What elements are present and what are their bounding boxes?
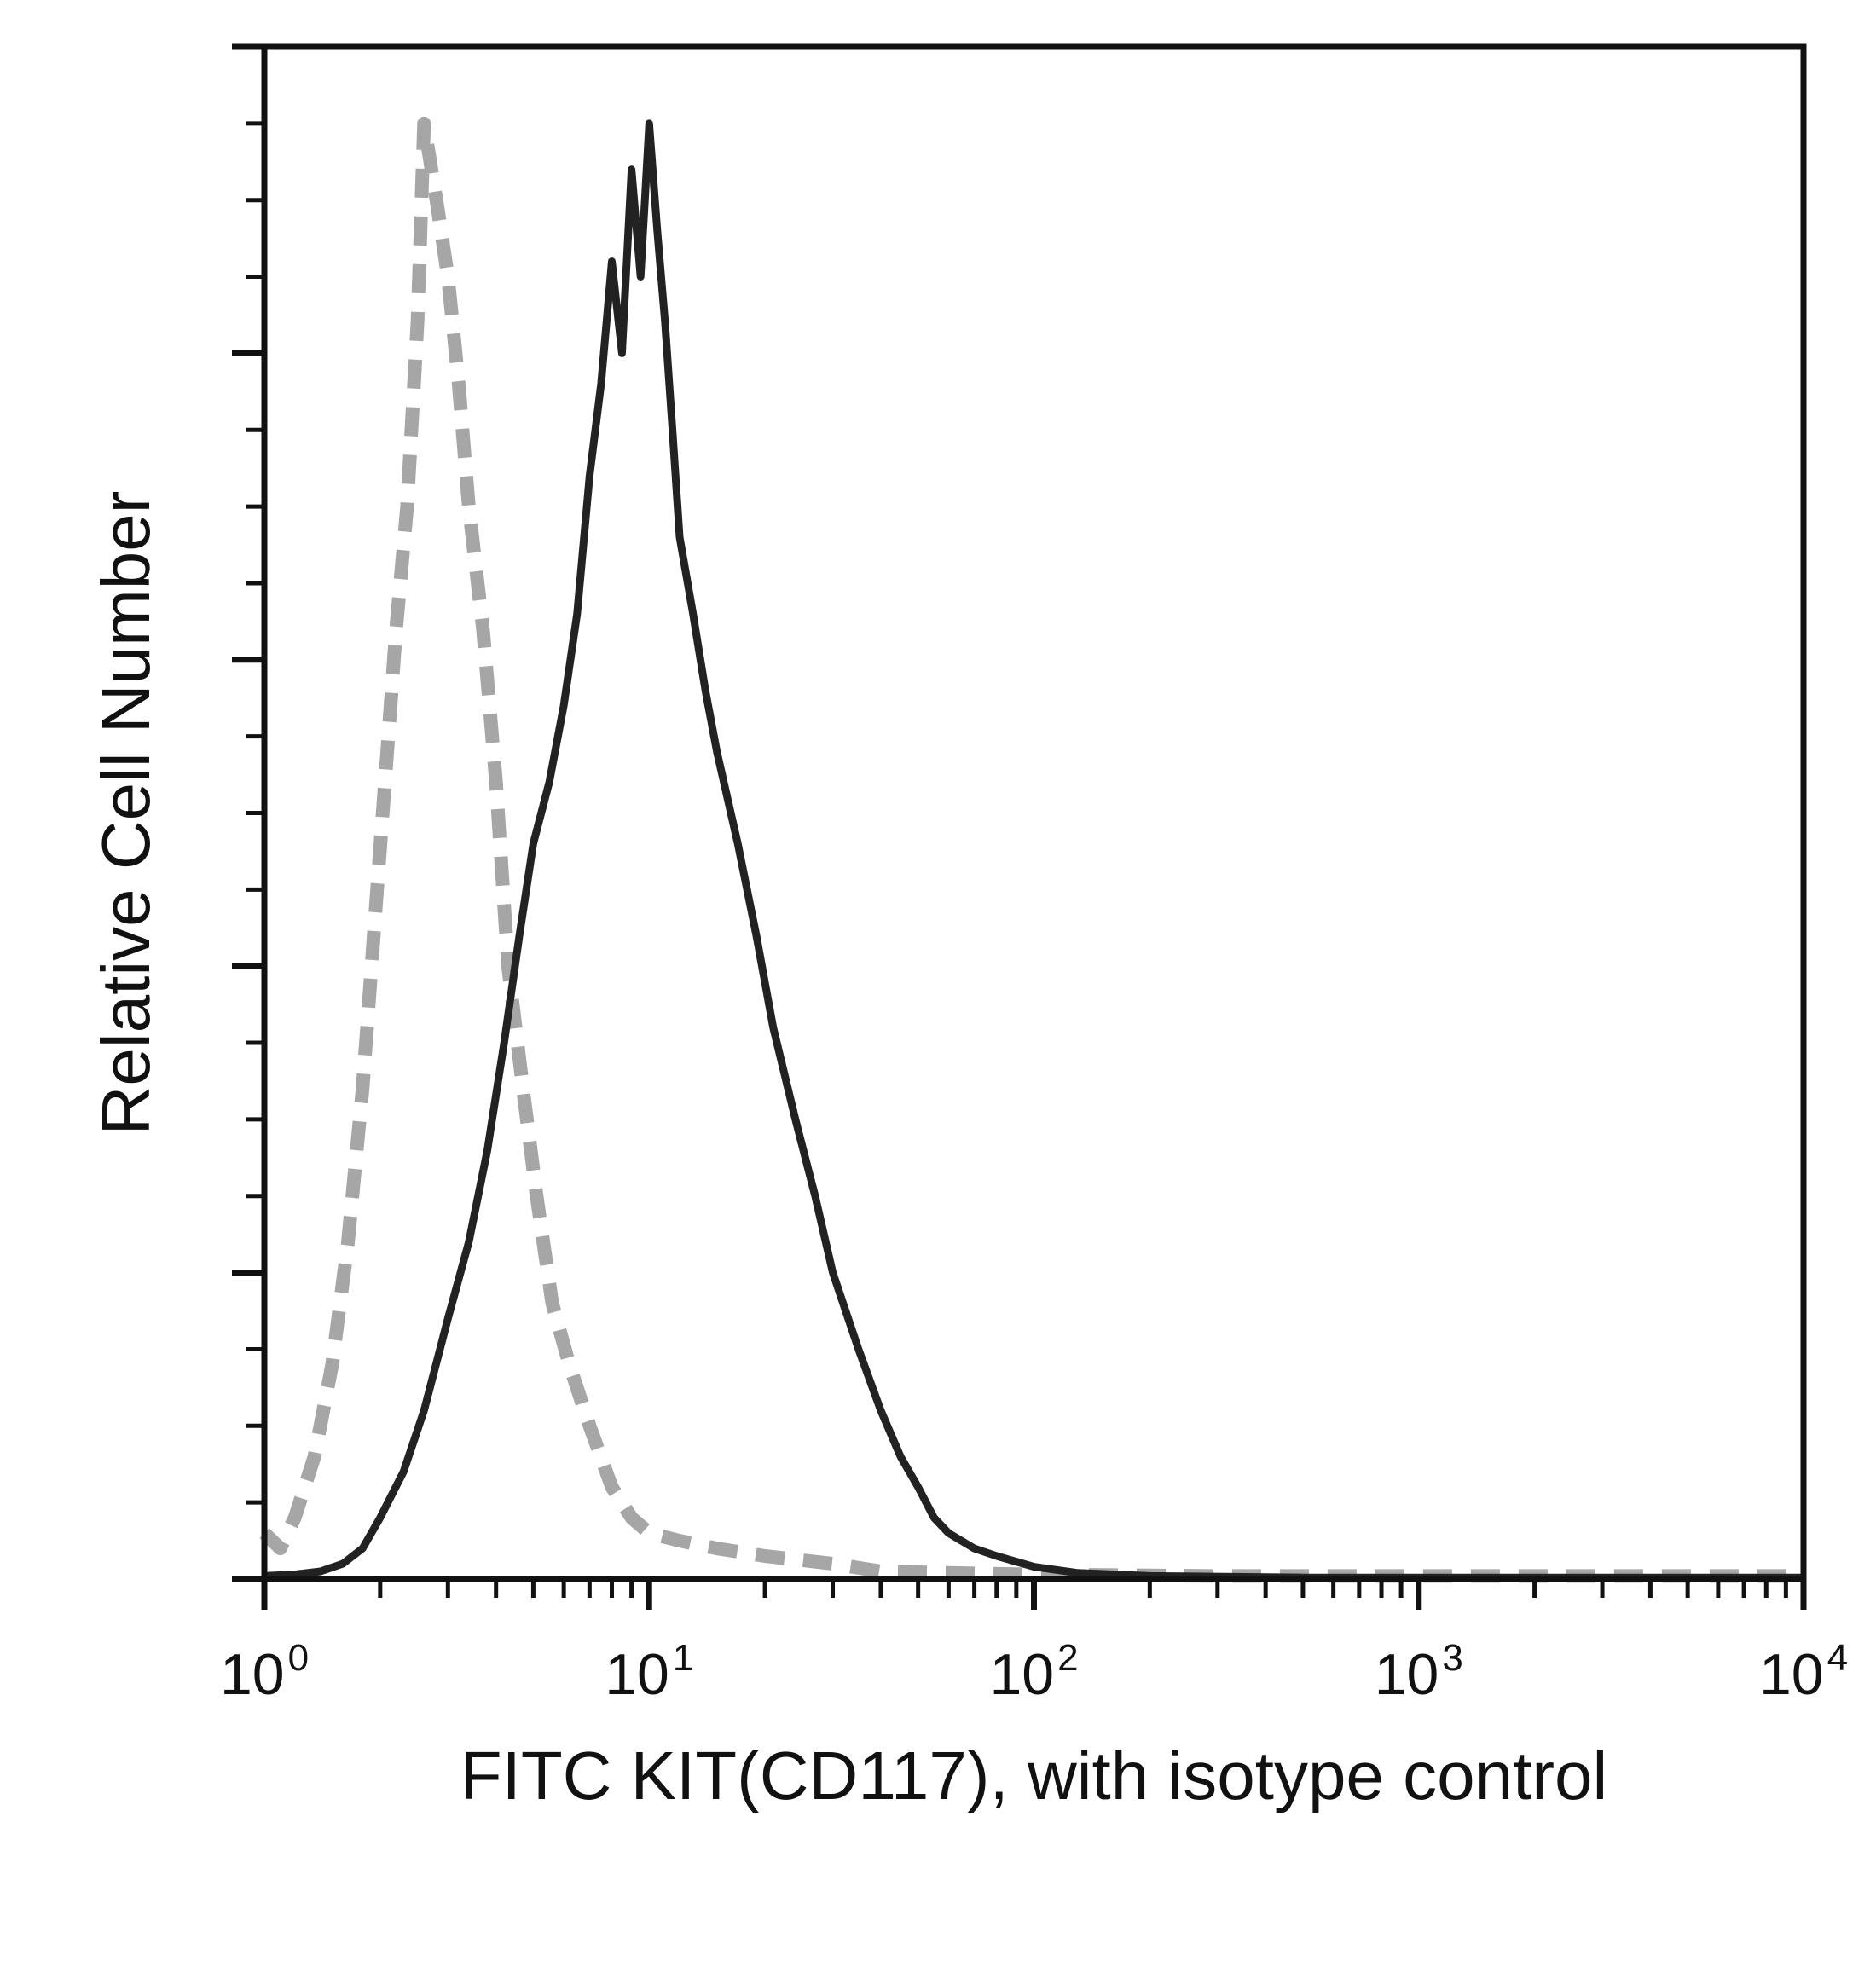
kit-cd117-histogram <box>263 119 1804 1582</box>
y-axis-title: Relative Cell Number <box>88 491 164 1136</box>
x-tick-label: 104 <box>1759 1637 1848 1707</box>
x-axis-title: FITC KIT(CD117), with isotype control <box>460 1738 1608 1813</box>
series-layer <box>259 116 1804 1583</box>
tick-label-layer: 100 101 102 103 104 <box>220 1637 1848 1707</box>
x-tick-label: 101 <box>605 1637 693 1707</box>
isotype-control-histogram <box>259 116 1804 1583</box>
tick-layer <box>232 43 1807 1610</box>
x-tick-label: 103 <box>1375 1637 1463 1707</box>
x-tick-label: 102 <box>989 1637 1078 1707</box>
x-tick-label: 100 <box>220 1637 309 1707</box>
